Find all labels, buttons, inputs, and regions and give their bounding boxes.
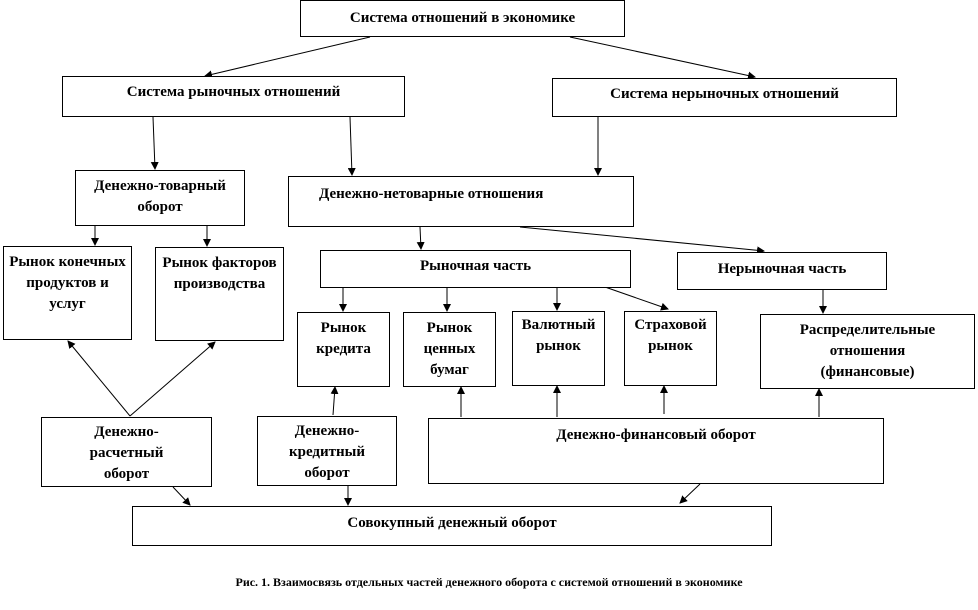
node-nonmarket-system: Система нерыночных отношений (552, 78, 897, 117)
node-system: Система отношений в экономике (300, 0, 625, 37)
node-currency-market: Валютный рынок (512, 311, 605, 386)
figure-caption: Рис. 1. Взаимосвязь отдельных частей ден… (235, 575, 743, 589)
node-label: Система отношений в экономике (349, 10, 576, 26)
node-label: Денежно-товарный оборот (94, 178, 226, 215)
node-final-products-market: Рынок конечных продуктов и услуг (3, 246, 132, 340)
node-factors-market: Рынок факторов производства (155, 247, 284, 341)
arrow (150, 116, 159, 170)
arrow (416, 226, 425, 250)
arrow (569, 36, 756, 80)
node-label: Нерыночная часть (717, 261, 847, 277)
node-distribution: Распределительные отношения (финансовые) (760, 314, 975, 389)
arrow (519, 226, 765, 255)
node-credit-turnover: Денежно-кредитный оборот (257, 416, 397, 486)
node-label: Страховой рынок (634, 317, 707, 354)
arrow (679, 483, 701, 504)
node-market-system: Система рыночных отношений (62, 76, 405, 117)
node-label: Рынок конечных продуктов и услуг (9, 254, 126, 312)
node-insurance-market: Страховой рынок (624, 311, 717, 386)
node-settlement-turnover: Денежно-расчетный оборот (41, 417, 212, 487)
arrow (604, 286, 669, 311)
node-label: Денежно-финансовый оборот (556, 427, 756, 443)
node-money-noncommodity: Денежно-нетоварные отношения (288, 176, 634, 227)
node-label: Система рыночных отношений (126, 84, 341, 100)
node-label: Рынок факторов производства (162, 255, 277, 292)
node-label: Совокупный денежный оборот (347, 515, 557, 531)
node-label: Рынок ценных бумаг (423, 320, 476, 378)
node-total-turnover: Совокупный денежный оборот (132, 506, 772, 546)
arrow (347, 116, 356, 176)
node-label: Рынок кредита (316, 320, 371, 357)
node-label: Валютный рынок (521, 317, 596, 354)
node-securities-market: Рынок ценных бумаг (403, 312, 496, 387)
node-label: Рыночная часть (419, 258, 531, 274)
node-market-part: Рыночная часть (320, 250, 631, 288)
node-label: Денежно-расчетный оборот (89, 424, 164, 482)
arrow (67, 340, 131, 417)
node-label: Распределительные отношения (финансовые) (799, 322, 936, 380)
node-money-commodity: Денежно-товарный оборот (75, 170, 245, 226)
node-credit-market: Рынок кредита (297, 312, 390, 387)
node-nonmarket-part: Нерыночная часть (677, 252, 887, 290)
arrow (204, 36, 371, 79)
node-financial-turnover: Денежно-финансовый оборот (428, 418, 884, 484)
node-label: Денежно-нетоварные отношения (319, 186, 544, 202)
arrow (172, 486, 191, 506)
arrow (330, 386, 339, 416)
node-label: Система нерыночных отношений (610, 86, 839, 102)
node-label: Денежно-кредитный оборот (288, 423, 366, 481)
arrow (129, 341, 216, 417)
